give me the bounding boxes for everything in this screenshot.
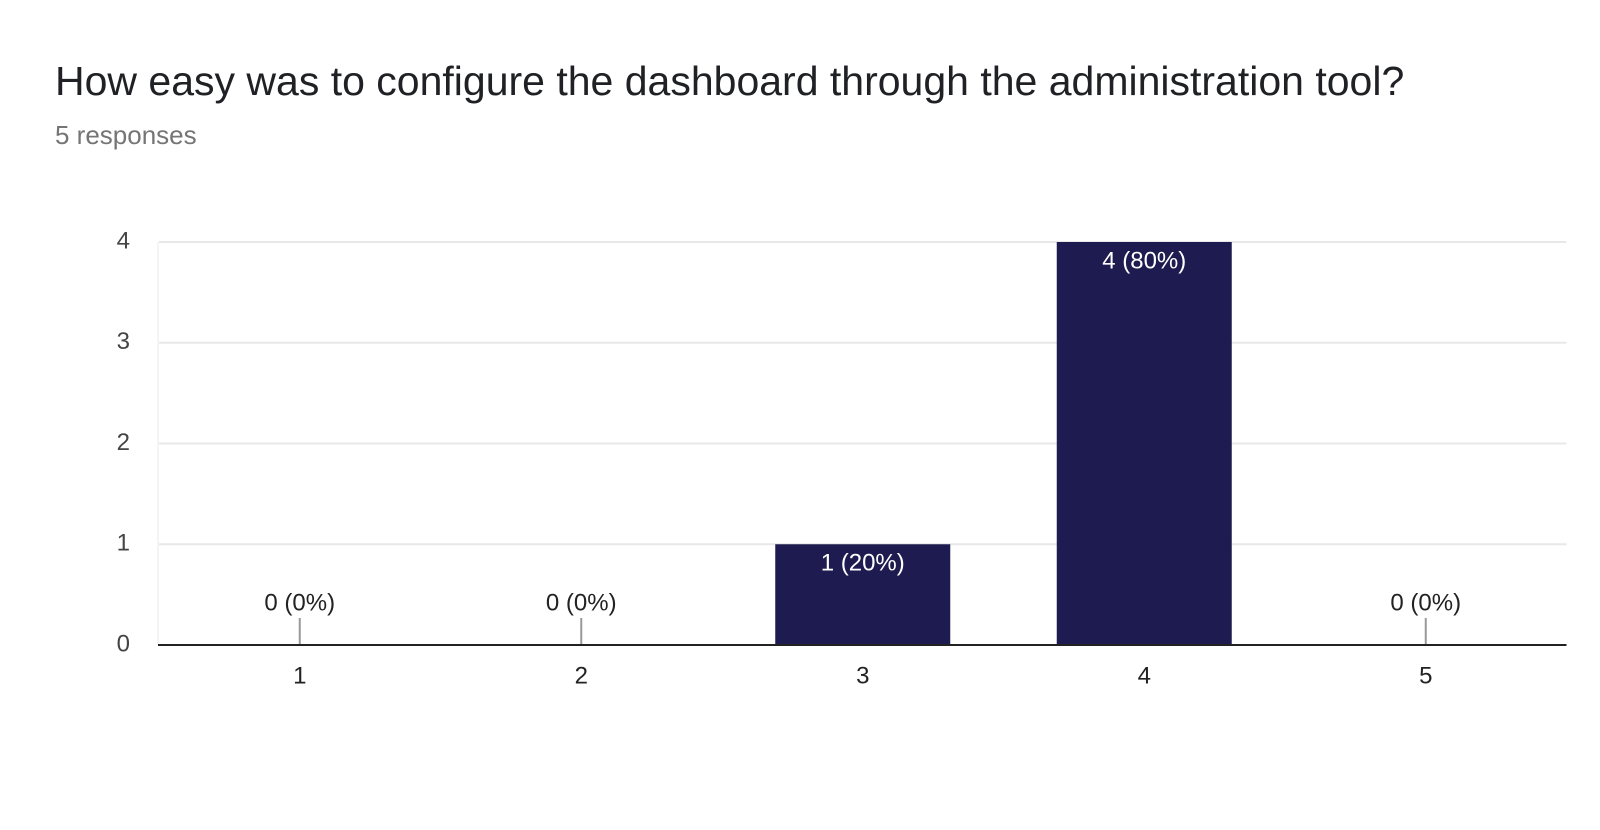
y-tick-label: 0 [117, 630, 130, 657]
y-tick-label: 3 [117, 328, 130, 355]
bar [775, 544, 951, 645]
x-tick-label: 2 [575, 662, 588, 689]
data-label: 4 (80%) [1102, 247, 1186, 274]
chart-title: How easy was to configure the dashboard … [55, 58, 1404, 104]
x-tick-label: 4 [1138, 662, 1151, 689]
x-tick-label: 5 [1419, 662, 1432, 689]
y-tick-label: 4 [117, 227, 130, 254]
y-tick-label: 2 [117, 429, 130, 456]
data-label: 0 (0%) [1390, 589, 1461, 616]
x-tick-label: 3 [856, 662, 869, 689]
x-tick-label: 1 [293, 662, 306, 689]
data-label: 1 (20%) [821, 550, 905, 577]
data-label: 0 (0%) [264, 589, 335, 616]
chart-subtitle: 5 responses [55, 120, 197, 150]
data-label: 0 (0%) [546, 589, 617, 616]
y-tick-label: 1 [117, 530, 130, 557]
bar [1056, 242, 1232, 645]
